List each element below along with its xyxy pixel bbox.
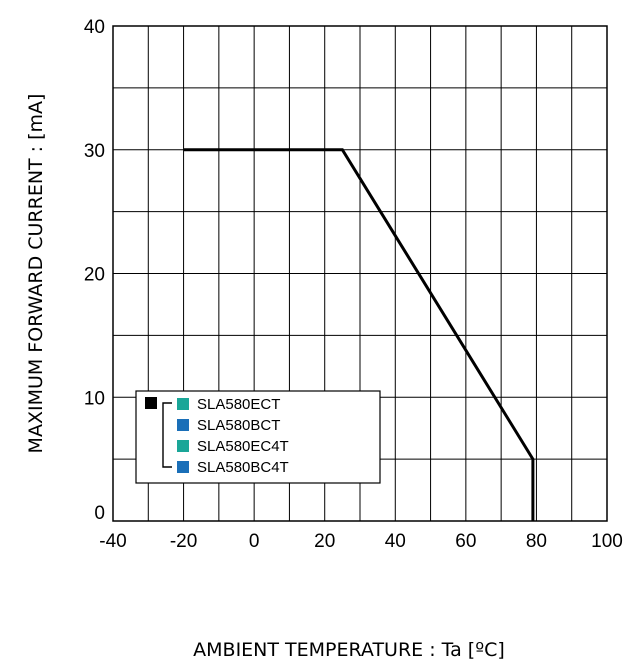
- x-tick-label: 80: [526, 531, 547, 552]
- y-tick-label: 20: [84, 265, 105, 286]
- legend-label: SLA580BCT: [197, 417, 280, 434]
- legend-main-swatch: [145, 397, 157, 409]
- y-tick-label: 10: [84, 388, 105, 409]
- series-layer: [183, 148, 535, 521]
- legend-box: [135, 390, 381, 484]
- series-line: [183, 148, 535, 521]
- y-tick-labels: 0 10 20 30 40: [84, 17, 105, 524]
- x-tick-label: 100: [591, 531, 623, 552]
- y-tick-label: 0: [94, 503, 105, 524]
- legend-label: SLA580EC4T: [197, 438, 289, 455]
- x-tick-label: 60: [455, 531, 476, 552]
- plot-frame: [112, 25, 608, 522]
- y-axis-title: MAXIMUM FORWARD CURRENT : [mA]: [25, 94, 47, 454]
- legend-label: SLA580BC4T: [197, 459, 289, 476]
- x-tick-label: 0: [249, 531, 260, 552]
- x-axis-title: AMBIENT TEMPERATURE : Ta [ºC]: [193, 639, 505, 661]
- x-tick-label: -20: [170, 531, 197, 552]
- legend-swatch: [177, 440, 189, 452]
- y-tick-label: 40: [84, 17, 105, 38]
- x-tick-label: -40: [99, 531, 126, 552]
- y-tick-label: 30: [84, 141, 105, 162]
- legend-swatch: [177, 398, 189, 410]
- legend-swatch: [177, 461, 189, 473]
- legend-swatch: [177, 419, 189, 431]
- x-tick-label: 20: [314, 531, 335, 552]
- legend-label: SLA580ECT: [197, 396, 280, 413]
- x-tick-label: 40: [385, 531, 406, 552]
- legend: SLA580ECT SLA580BCT SLA580EC4T SLA580BC4T: [135, 390, 381, 484]
- x-tick-labels: -40 -20 0 20 40 60 80 100: [99, 531, 623, 552]
- legend-bracket: [162, 402, 172, 468]
